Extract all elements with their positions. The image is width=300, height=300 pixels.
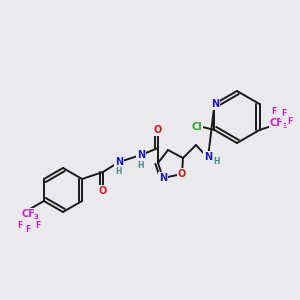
Text: N: N (204, 152, 212, 162)
Text: N: N (137, 150, 145, 160)
Text: N: N (159, 173, 167, 183)
Text: H: H (116, 167, 122, 176)
Text: N: N (212, 99, 220, 109)
Text: H: H (138, 160, 144, 169)
Text: CF: CF (21, 209, 35, 219)
Text: O: O (99, 186, 107, 196)
Text: H: H (214, 158, 220, 166)
Text: O: O (178, 169, 186, 179)
Text: 3: 3 (282, 123, 287, 129)
Text: Cl: Cl (191, 122, 202, 132)
Text: 3: 3 (34, 214, 38, 220)
Text: F: F (271, 107, 276, 116)
Text: F: F (287, 118, 292, 127)
Text: CF: CF (270, 118, 283, 128)
Text: F: F (17, 220, 22, 230)
Text: F: F (35, 221, 40, 230)
Text: F: F (25, 226, 31, 235)
Text: N: N (115, 157, 123, 167)
Text: F: F (281, 110, 286, 118)
Text: O: O (154, 125, 162, 135)
